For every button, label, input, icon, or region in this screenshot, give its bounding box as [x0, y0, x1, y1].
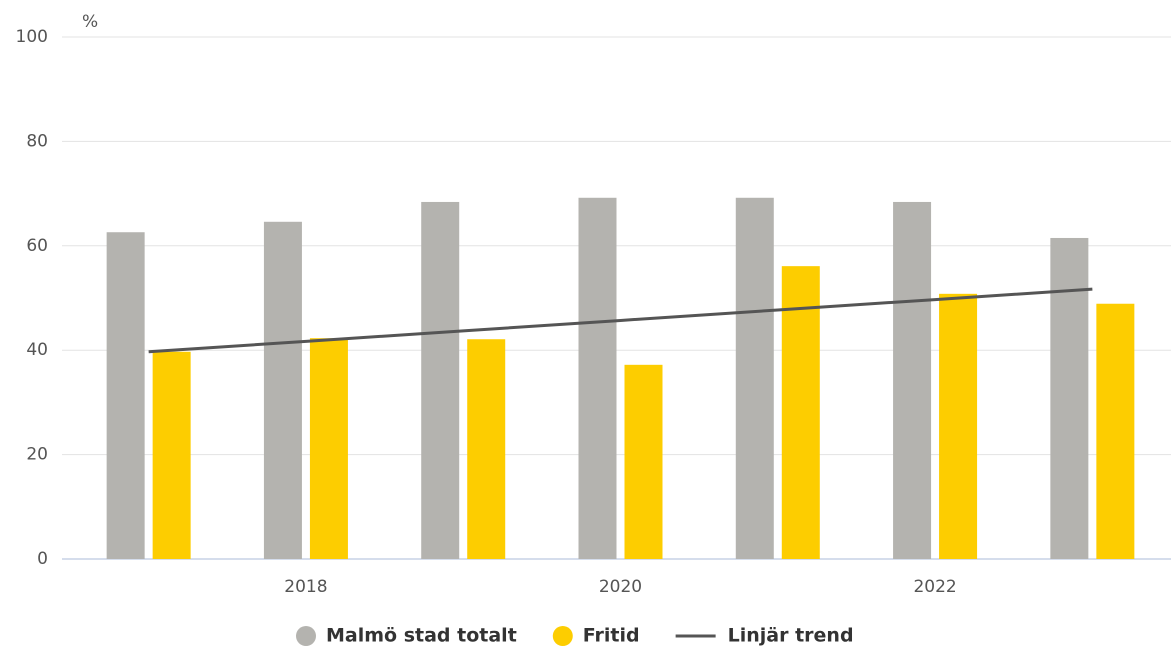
- y-tick-label: 100: [16, 27, 48, 47]
- bar: [578, 197, 617, 559]
- x-tick-label: 2022: [913, 577, 956, 597]
- y-tick-label: 40: [26, 340, 48, 360]
- bar: [152, 351, 191, 559]
- bar: [421, 201, 460, 559]
- bar: [263, 221, 302, 559]
- y-tick-label: 0: [37, 549, 48, 569]
- bar: [1050, 237, 1089, 559]
- x-tick-label: 2020: [599, 577, 642, 597]
- bar: [106, 232, 145, 559]
- bar: [467, 339, 506, 559]
- bar: [1096, 303, 1135, 559]
- bar: [893, 201, 932, 559]
- bar: [781, 266, 820, 559]
- legend-symbol: [296, 626, 316, 646]
- y-unit-label: %: [82, 12, 98, 32]
- y-tick-label: 20: [26, 445, 48, 465]
- x-tick-label: 2018: [284, 577, 327, 597]
- legend-label: Linjär trend: [728, 625, 854, 647]
- legend-symbol: [552, 626, 573, 646]
- legend-label: Malmö stad totalt: [326, 625, 517, 647]
- bar: [735, 197, 774, 559]
- legend-label: Fritid: [583, 625, 640, 647]
- y-tick-label: 80: [26, 131, 48, 151]
- bar: [939, 293, 978, 559]
- bar: [624, 364, 663, 559]
- y-tick-label: 60: [26, 236, 48, 256]
- trend-line: [148, 287, 1093, 354]
- bar: [309, 338, 348, 559]
